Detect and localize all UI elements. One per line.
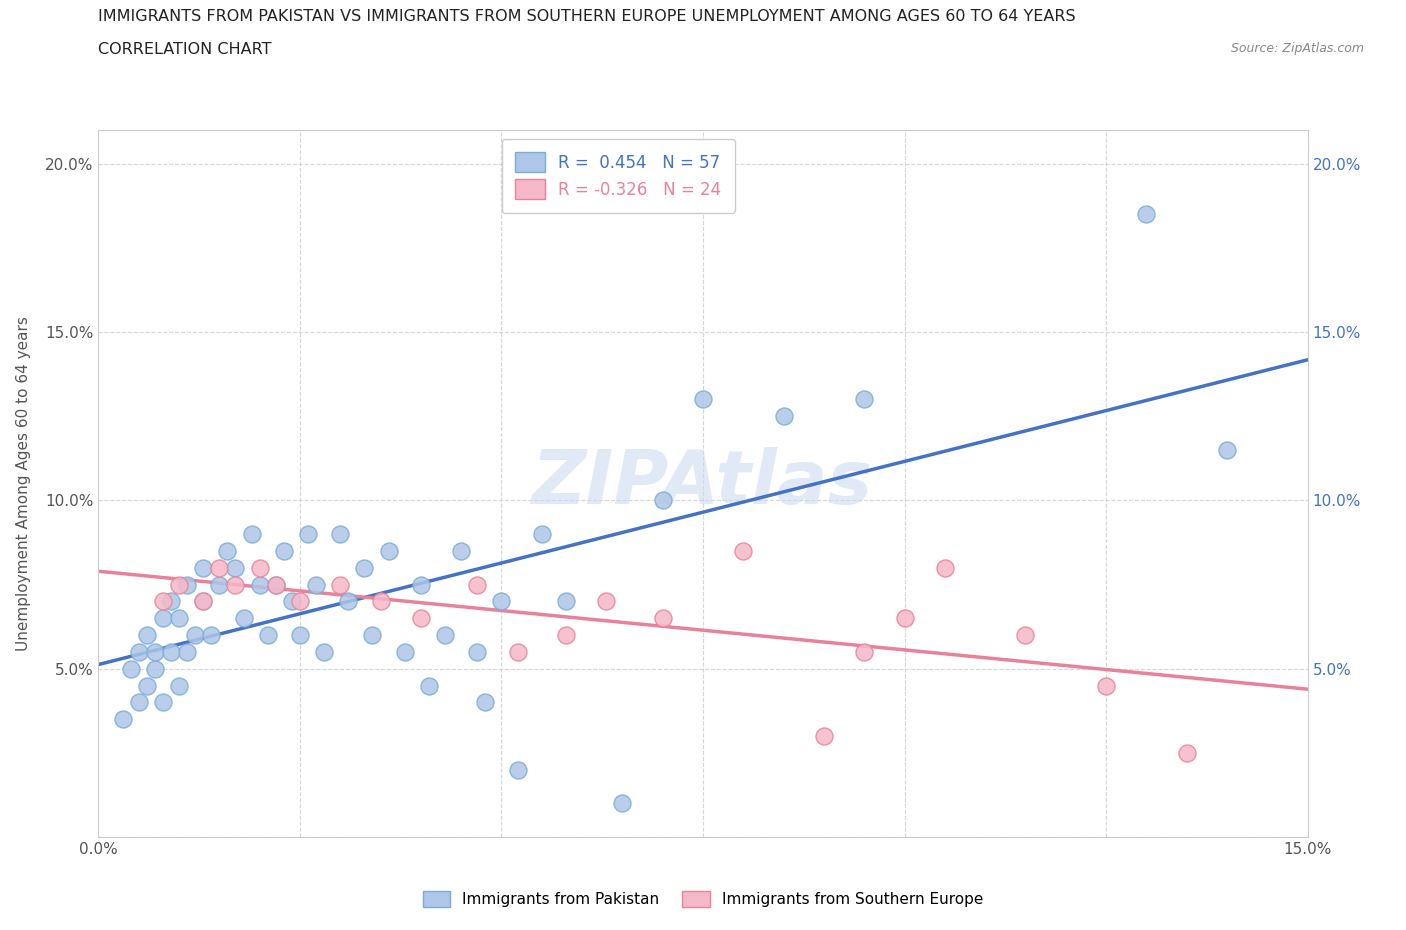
- Point: [160, 594, 183, 609]
- Point: [176, 644, 198, 659]
- Point: [224, 578, 246, 592]
- Point: [450, 543, 472, 558]
- Y-axis label: Unemployment Among Ages 60 to 64 years: Unemployment Among Ages 60 to 64 years: [17, 316, 31, 651]
- Point: [167, 611, 190, 626]
- Point: [329, 526, 352, 541]
- Point: [465, 644, 488, 659]
- Point: [813, 728, 835, 743]
- Point: [893, 611, 915, 626]
- Point: [1216, 443, 1239, 458]
- Point: [377, 543, 399, 558]
- Point: [772, 409, 794, 424]
- Point: [1014, 628, 1036, 643]
- Point: [111, 711, 134, 726]
- Point: [1095, 678, 1118, 693]
- Point: [934, 560, 956, 575]
- Point: [256, 628, 278, 643]
- Point: [232, 611, 254, 626]
- Point: [853, 644, 876, 659]
- Point: [692, 392, 714, 407]
- Point: [361, 628, 384, 643]
- Point: [176, 578, 198, 592]
- Point: [555, 594, 578, 609]
- Point: [314, 644, 336, 659]
- Point: [217, 543, 239, 558]
- Point: [1175, 746, 1198, 761]
- Legend: Immigrants from Pakistan, Immigrants from Southern Europe: Immigrants from Pakistan, Immigrants fro…: [416, 884, 990, 913]
- Point: [249, 560, 271, 575]
- Point: [167, 678, 190, 693]
- Point: [474, 695, 496, 710]
- Point: [120, 661, 142, 676]
- Point: [409, 578, 432, 592]
- Point: [193, 594, 215, 609]
- Point: [530, 526, 553, 541]
- Point: [273, 543, 295, 558]
- Point: [353, 560, 375, 575]
- Point: [370, 594, 392, 609]
- Point: [506, 644, 529, 659]
- Point: [612, 796, 634, 811]
- Point: [288, 628, 311, 643]
- Point: [184, 628, 207, 643]
- Point: [329, 578, 352, 592]
- Point: [152, 611, 174, 626]
- Point: [167, 578, 190, 592]
- Point: [595, 594, 617, 609]
- Point: [224, 560, 246, 575]
- Point: [128, 644, 150, 659]
- Text: IMMIGRANTS FROM PAKISTAN VS IMMIGRANTS FROM SOUTHERN EUROPE UNEMPLOYMENT AMONG A: IMMIGRANTS FROM PAKISTAN VS IMMIGRANTS F…: [98, 9, 1076, 24]
- Point: [651, 493, 673, 508]
- Point: [394, 644, 416, 659]
- Point: [193, 560, 215, 575]
- Point: [555, 628, 578, 643]
- Point: [305, 578, 328, 592]
- Point: [264, 578, 287, 592]
- Point: [491, 594, 513, 609]
- Text: ZIPAtlas: ZIPAtlas: [533, 447, 873, 520]
- Point: [152, 695, 174, 710]
- Point: [506, 763, 529, 777]
- Point: [160, 644, 183, 659]
- Point: [135, 628, 157, 643]
- Point: [418, 678, 440, 693]
- Point: [193, 594, 215, 609]
- Point: [434, 628, 457, 643]
- Point: [152, 594, 174, 609]
- Point: [208, 560, 231, 575]
- Point: [409, 611, 432, 626]
- Point: [297, 526, 319, 541]
- Point: [143, 644, 166, 659]
- Text: CORRELATION CHART: CORRELATION CHART: [98, 42, 271, 57]
- Point: [281, 594, 304, 609]
- Point: [651, 611, 673, 626]
- Point: [143, 661, 166, 676]
- Point: [135, 678, 157, 693]
- Point: [1135, 206, 1157, 221]
- Point: [465, 578, 488, 592]
- Point: [128, 695, 150, 710]
- Point: [264, 578, 287, 592]
- Point: [200, 628, 222, 643]
- Point: [288, 594, 311, 609]
- Point: [337, 594, 360, 609]
- Point: [208, 578, 231, 592]
- Point: [853, 392, 876, 407]
- Point: [249, 578, 271, 592]
- Text: Source: ZipAtlas.com: Source: ZipAtlas.com: [1230, 42, 1364, 55]
- Legend: R =  0.454   N = 57, R = -0.326   N = 24: R = 0.454 N = 57, R = -0.326 N = 24: [502, 139, 735, 213]
- Point: [733, 543, 755, 558]
- Point: [240, 526, 263, 541]
